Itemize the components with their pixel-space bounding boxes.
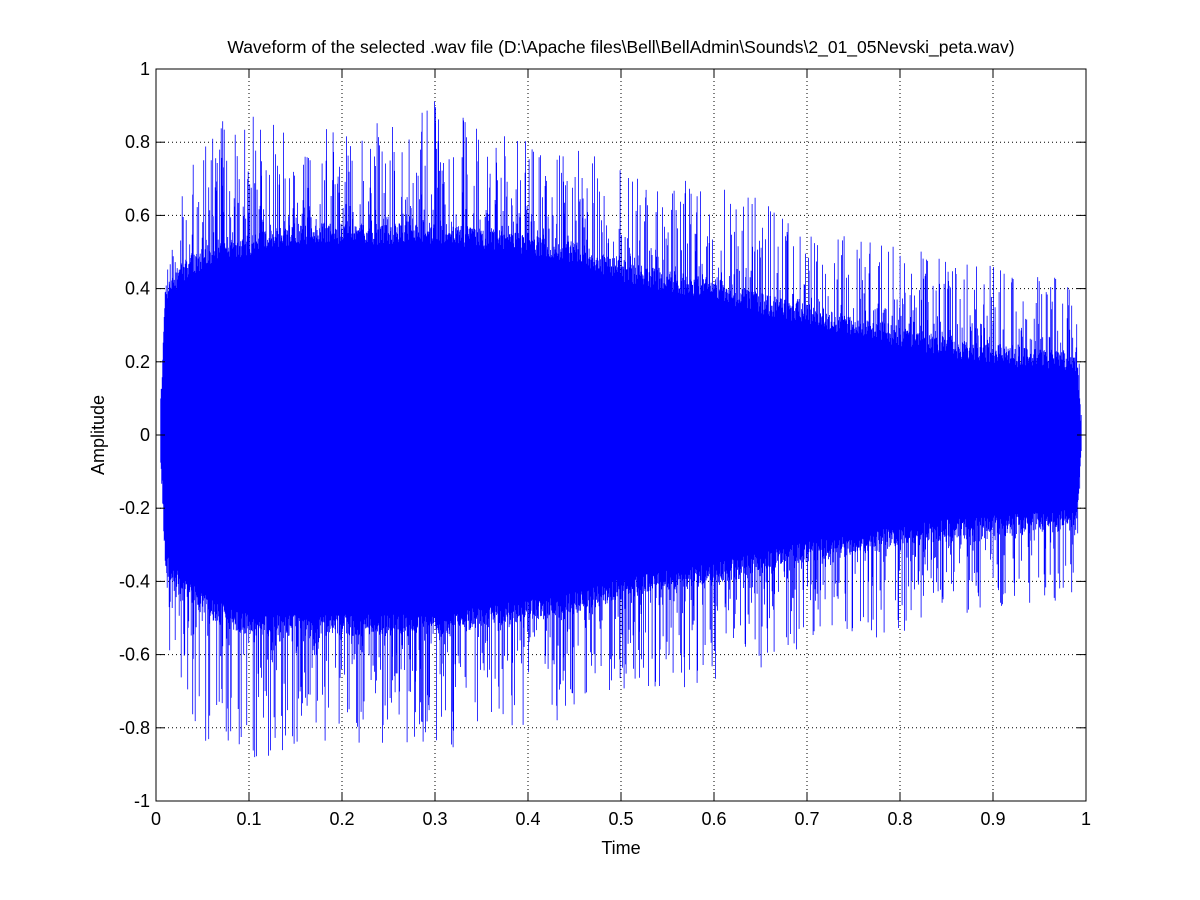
y-tick-label: -0.2 [119, 498, 150, 518]
y-tick-label: 0.8 [125, 132, 150, 152]
y-tick-label: -0.8 [119, 718, 150, 738]
x-tick-label: 0.4 [515, 809, 540, 829]
chart-title: Waveform of the selected .wav file (D:\A… [227, 37, 1014, 58]
y-tick-label: 0.4 [125, 279, 150, 299]
y-tick-label: -0.6 [119, 645, 150, 665]
y-tick-label: 1 [140, 59, 150, 79]
tick-marks [155, 68, 1087, 802]
waveform-line [160, 101, 1082, 758]
x-tick-label: 0 [151, 809, 161, 829]
x-tick-label: 0.3 [422, 809, 447, 829]
y-tick-label: 0.2 [125, 352, 150, 372]
x-axis-label: Time [601, 838, 640, 858]
x-tick-label: 0.9 [980, 809, 1005, 829]
y-tick-label: -0.4 [119, 571, 150, 591]
y-tick-label: 0 [140, 425, 150, 445]
waveform-series [160, 101, 1082, 758]
x-tick-label: 0.2 [329, 809, 354, 829]
plot-area [155, 68, 1087, 802]
x-tick-labels: 0 0.1 0.2 0.3 0.4 0.5 0.6 0.7 0.8 0.9 1 [151, 809, 1091, 829]
x-tick-label: 0.8 [887, 809, 912, 829]
y-tick-labels: 1 0.8 0.6 0.4 0.2 0 -0.2 -0.4 -0.6 -0.8 -1 [119, 59, 150, 811]
x-tick-label: 0.1 [236, 809, 261, 829]
y-tick-label: 0.6 [125, 205, 150, 225]
y-axis-label: Amplitude [88, 395, 108, 475]
x-tick-label: 1 [1081, 809, 1091, 829]
x-tick-label: 0.6 [701, 809, 726, 829]
y-tick-label: -1 [134, 791, 150, 811]
x-tick-label: 0.7 [794, 809, 819, 829]
x-tick-label: 0.5 [608, 809, 633, 829]
